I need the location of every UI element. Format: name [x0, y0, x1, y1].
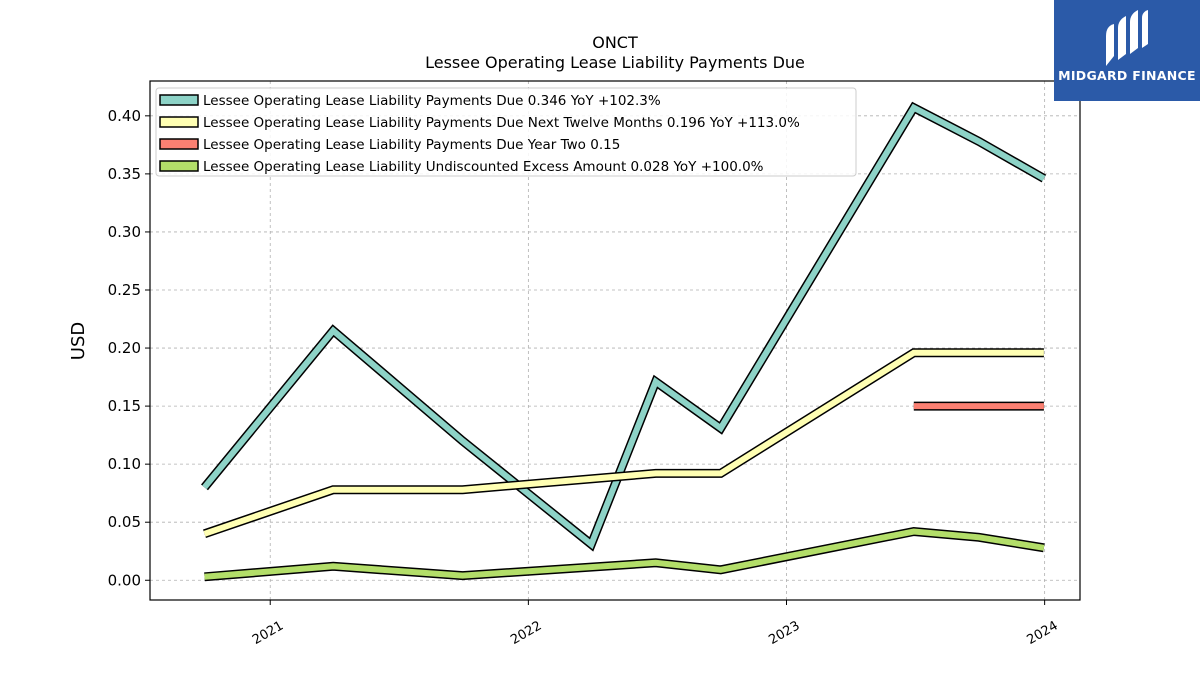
series-line-outline: [203, 348, 1044, 539]
midgard-finance-logo: MIDGARD FINANCE: [1054, 0, 1200, 101]
x-tick-label: 2023: [766, 618, 802, 648]
chart-subtitle: Lessee Operating Lease Liability Payment…: [425, 53, 805, 72]
y-tick-label: 0.05: [108, 513, 141, 531]
legend-swatch: [159, 116, 199, 128]
y-tick-label: 0.20: [108, 339, 141, 357]
legend: Lessee Operating Lease Liability Payment…: [155, 87, 857, 177]
legend-swatch: [159, 94, 199, 106]
legend-label: Lessee Operating Lease Liability Undisco…: [203, 159, 764, 175]
y-tick-label: 0.25: [108, 281, 141, 299]
x-tick-label: 2024: [1024, 618, 1060, 648]
logo-text: MIDGARD FINANCE: [1058, 68, 1196, 83]
series-line-4: [204, 528, 1045, 580]
x-tick-label: 2022: [508, 618, 544, 648]
legend-label: Lessee Operating Lease Liability Payment…: [203, 115, 800, 131]
plot-frame: [149, 80, 1081, 601]
y-tick-label: 0.40: [108, 107, 141, 125]
y-tick-label: 0.15: [108, 397, 141, 415]
series-line-1: [202, 103, 1046, 550]
y-axis-ticks: 0.00 0.05 0.10 0.15 0.20 0.25 0.30 0.35 0.40: [108, 107, 150, 589]
legend-swatch: [159, 160, 199, 172]
legend-swatch: [159, 138, 199, 150]
y-tick-label: 0.35: [108, 165, 141, 183]
series-line-outline: [204, 526, 1045, 582]
x-axis-ticks: 2021 2022 2023 2024: [250, 600, 1061, 648]
y-axis-label: USD: [68, 322, 89, 360]
series-lines: [201, 101, 1047, 582]
midgard-logo-mark-icon: [1106, 10, 1148, 66]
legend-label: Lessee Operating Lease Liability Payment…: [203, 137, 620, 153]
y-tick-label: 0.10: [108, 455, 141, 473]
x-tick-label: 2021: [250, 618, 286, 648]
chart-title: ONCT: [592, 33, 638, 52]
y-tick-label: 0.00: [108, 571, 141, 589]
y-tick-label: 0.30: [108, 223, 141, 241]
legend-box: [155, 87, 857, 177]
legend-label: Lessee Operating Lease Liability Payment…: [203, 93, 661, 109]
series-line-2: [203, 349, 1044, 537]
